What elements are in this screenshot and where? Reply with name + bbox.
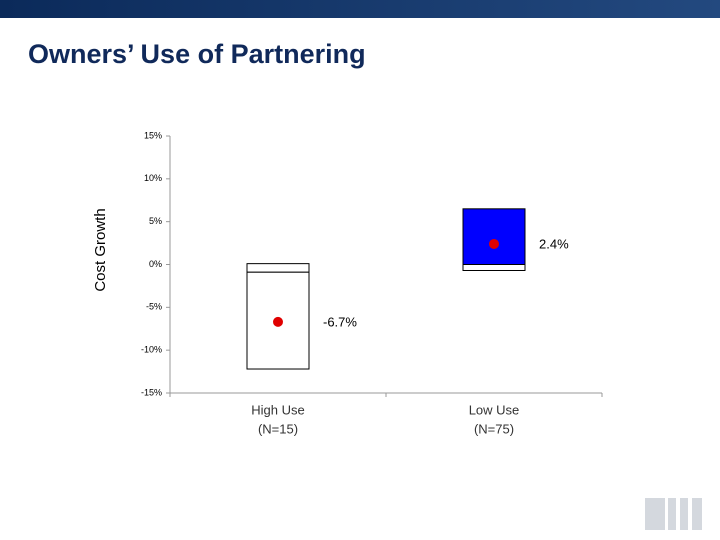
y-tick-label: 10% (144, 173, 162, 183)
logo (645, 498, 702, 530)
y-axis-label: Cost Growth (92, 208, 109, 291)
y-tick-label: -5% (146, 302, 162, 312)
y-tick-label: 5% (149, 216, 162, 226)
header-bar (0, 0, 720, 18)
x-tick-label: High Use (251, 402, 304, 417)
mean-marker (273, 316, 283, 327)
x-tick-label: (N=15) (258, 421, 298, 436)
data-label: -6.7% (323, 314, 357, 329)
data-label: 2.4% (539, 236, 569, 251)
x-tick-label: Low Use (469, 402, 520, 417)
box-lower (462, 264, 526, 271)
y-tick-label: 15% (144, 130, 162, 140)
mean-marker (489, 238, 499, 249)
box-upper (246, 263, 310, 273)
x-tick-label: (N=75) (474, 421, 514, 436)
y-tick-label: 0% (149, 259, 162, 269)
y-tick-label: -10% (141, 345, 162, 355)
y-tick-label: -15% (141, 387, 162, 397)
box-upper (462, 208, 526, 265)
slide-title: Owners’ Use of Partnering (28, 39, 366, 69)
